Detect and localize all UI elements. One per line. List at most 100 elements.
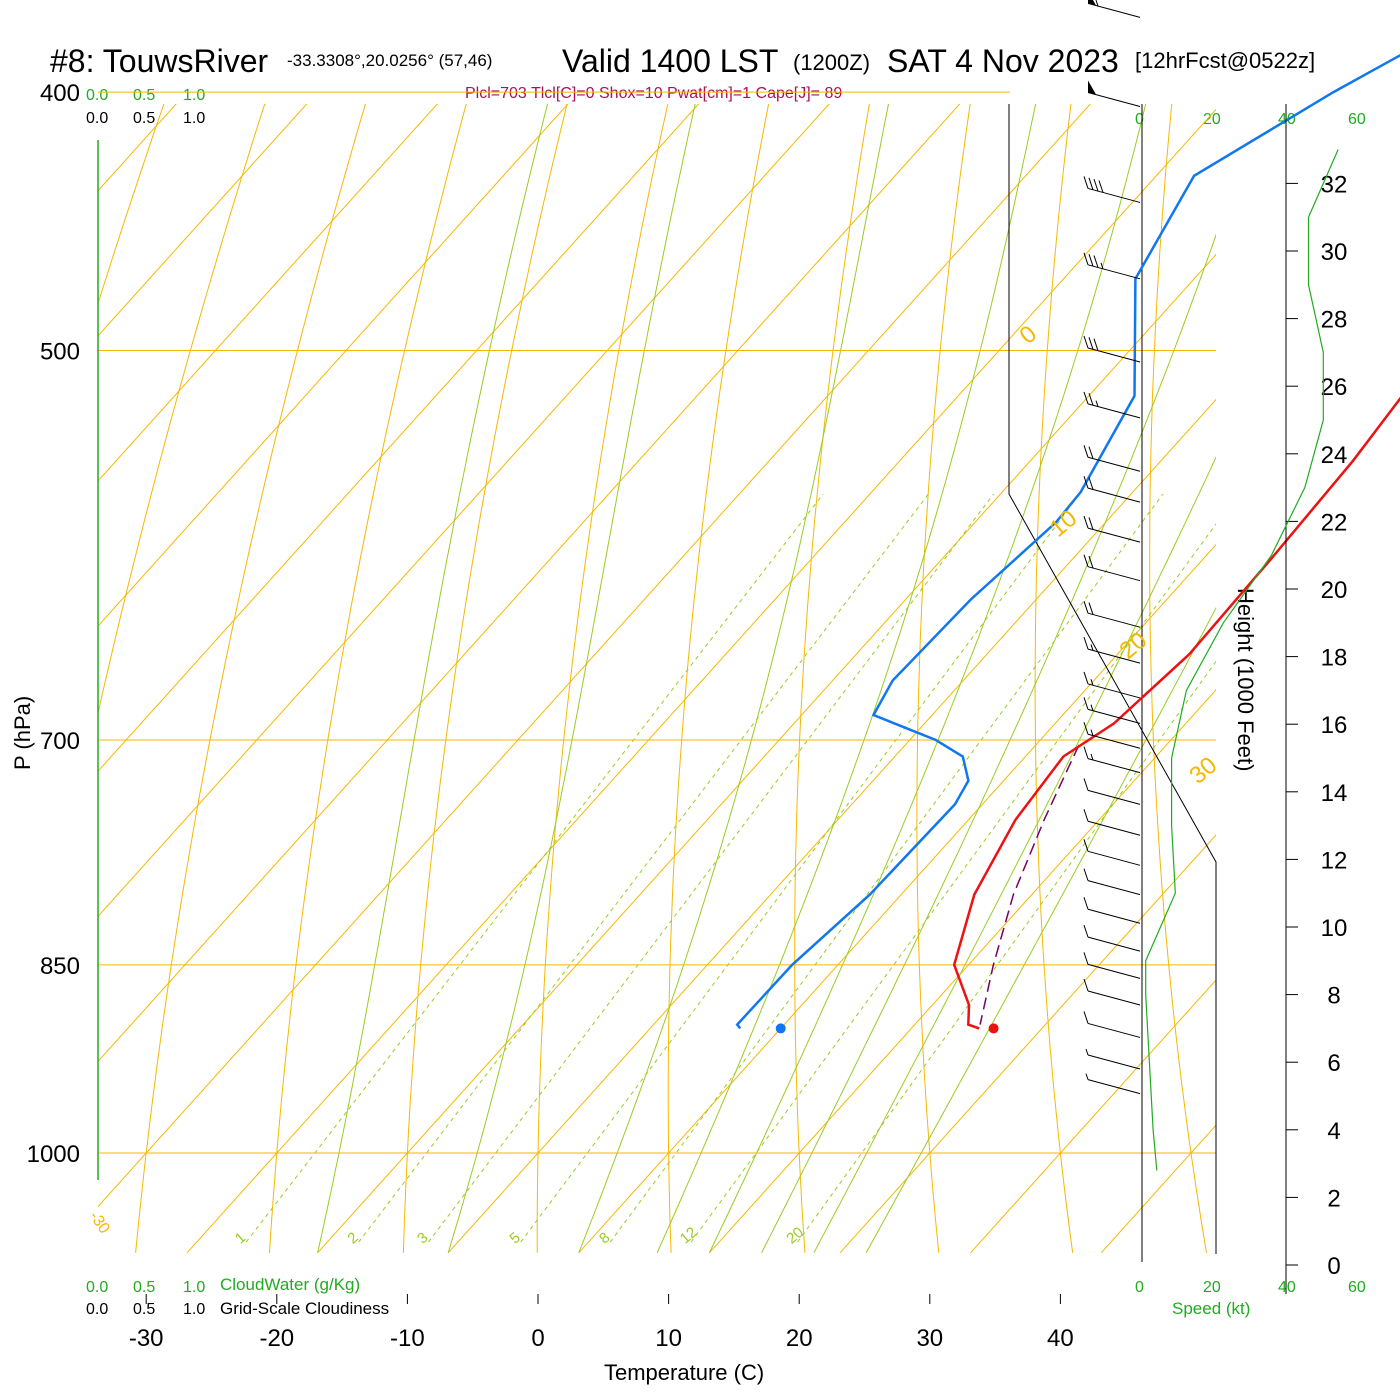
isotherm-line (317, 253, 1216, 1254)
barb-staff (1087, 733, 1141, 749)
barb-staff (1087, 612, 1141, 628)
x-axis-title: Temperature (C) (604, 1360, 764, 1385)
barb-feather (1083, 978, 1089, 992)
wind-barbs (1083, 0, 1141, 1095)
station-coords: -33.3308°,20.0256° (57,46) (287, 51, 492, 70)
wind-barb (1083, 868, 1141, 896)
barb-staff (1087, 264, 1141, 280)
height-tick-label: 2 (1327, 1185, 1340, 1212)
mixing-ratio-label: 3 (414, 1229, 431, 1247)
barb-staff (1087, 91, 1141, 107)
wind-barb (1083, 636, 1141, 664)
barb-staff (1087, 403, 1141, 419)
parcel-path (979, 744, 1080, 1025)
barb-staff (1087, 880, 1141, 896)
height-tick-label: 14 (1321, 780, 1348, 807)
wind-barb (1083, 722, 1141, 749)
wind-barb (1083, 697, 1141, 724)
dry-adiabat-label: 10 (1045, 505, 1083, 543)
barb-feather (1083, 176, 1089, 189)
wind-barb (1083, 176, 1141, 203)
speed-tick-top: 0 (1135, 111, 1144, 128)
dry-adiabat-line (536, 104, 669, 1253)
barb-staff (1087, 527, 1141, 543)
top-cloud-scale: 0.0 0.5 1.0 0.0 0.5 1.0 (86, 87, 205, 127)
height-tick-label: 8 (1327, 983, 1340, 1010)
height-tick-label: 24 (1321, 442, 1348, 469)
wind-barb (1083, 554, 1141, 582)
isotherm-line (709, 689, 1216, 1254)
isotherm-line (839, 834, 1216, 1254)
dry-adiabat-line (269, 104, 467, 1253)
barb-half-feather (1085, 1048, 1089, 1056)
station-title: #8: TouwsRiver (50, 43, 269, 79)
barb-staff (1087, 187, 1141, 203)
pressure-grid (98, 91, 1216, 1154)
forecast-label: [12hrFcst@0522z] (1135, 48, 1315, 73)
barb-feather (1083, 722, 1089, 735)
dry-adiabat-lines (98, 104, 1207, 1253)
isotherm-line (98, 104, 830, 918)
pressure-tick-label: 500 (40, 338, 80, 365)
height-tick-label: 16 (1321, 712, 1348, 739)
top-black-tick: 0.5 (133, 110, 155, 127)
isotherm-line (98, 104, 961, 1063)
barb-feather (1083, 335, 1089, 349)
wind-barb (1083, 952, 1141, 979)
barb-feather (1083, 868, 1089, 881)
pressure-tick-label: 1000 (27, 1141, 80, 1168)
speed-tick-top: 20 (1203, 111, 1221, 128)
dry-adiabat-line (135, 104, 366, 1253)
moist-adiabat-line (865, 606, 1216, 1254)
barb-feather (1093, 178, 1099, 192)
barb-half-feather (1090, 753, 1094, 761)
isotherm-line (98, 104, 438, 482)
isotherm-line (447, 398, 1216, 1254)
barb-pennant (1088, 80, 1096, 95)
barb-feather (1093, 338, 1099, 351)
valid-date: SAT 4 Nov 2023 (887, 43, 1119, 79)
barb-staff (1087, 648, 1141, 664)
y-axis-title: P (hPa) (10, 696, 35, 770)
barb-half-feather (1090, 644, 1094, 651)
speed-tick-bottom: 60 (1348, 1279, 1366, 1296)
wind-barb (1083, 746, 1141, 774)
barb-feather (1093, 255, 1099, 268)
height-tick-label: 4 (1327, 1118, 1340, 1145)
mixing-ratio-line (428, 494, 995, 1243)
temperature-tick-label: -30 (129, 1325, 164, 1352)
barb-feather (1083, 1011, 1089, 1024)
speed-tick-bottom: 0 (1135, 1279, 1144, 1296)
surface-dewpoint-dot (775, 1023, 786, 1034)
barb-feather (1088, 446, 1094, 459)
temperature-tick-label: 0 (531, 1325, 544, 1352)
barb-half-feather (1100, 262, 1104, 270)
wind-barb (1083, 809, 1141, 836)
bottom-black-tick: 0.5 (133, 1301, 155, 1318)
wind-barb (1083, 978, 1141, 1006)
dewpoint-profile (735, 53, 1400, 1034)
moist-adiabat-line (317, 104, 549, 1253)
barb-feather (1088, 177, 1094, 190)
barb-pennant (1088, 0, 1096, 6)
barb-feather (1083, 746, 1089, 759)
dry-adiabat-line (916, 104, 971, 1253)
height-tick-label: 26 (1321, 374, 1348, 401)
height-axis-title: Height (1000 Feet) (1233, 588, 1258, 771)
dry-adiabat-line (667, 104, 770, 1253)
barb-feather (1083, 554, 1089, 567)
barb-half-feather (1090, 704, 1094, 711)
top-green-tick: 0.0 (86, 87, 108, 104)
barb-staff (1087, 1079, 1141, 1095)
wind-barb (1087, 80, 1141, 107)
isotherm-line (0, 0, 415, 1253)
dry-adiabat-label: 20 (1115, 627, 1153, 665)
mixing-ratio-label: 2 (344, 1229, 361, 1247)
mixing-ratio-line (245, 494, 824, 1243)
moist-adiabat-line (578, 104, 889, 1253)
wind-barb (1083, 924, 1141, 952)
wind-barb (1085, 1048, 1141, 1070)
barb-feather (1088, 337, 1094, 350)
height-tick-label: 12 (1321, 847, 1348, 874)
